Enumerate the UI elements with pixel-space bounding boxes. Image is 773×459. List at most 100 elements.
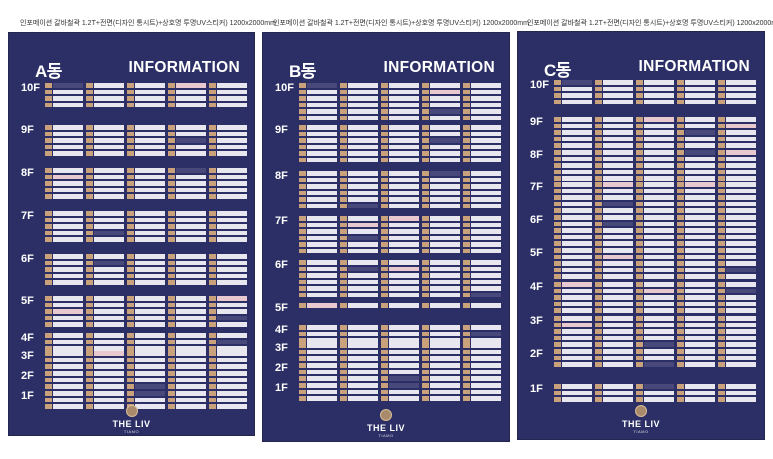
unit-number-tag <box>636 117 643 122</box>
tenant-grid <box>554 384 756 402</box>
tenant-slot <box>45 296 83 301</box>
unit-number-tag <box>718 195 725 200</box>
tenant-name-strip <box>217 168 247 173</box>
tenant-name-strip <box>726 208 756 213</box>
tenant-slot <box>636 163 674 168</box>
tenant-grid <box>554 282 756 313</box>
unit-number-tag <box>127 187 134 192</box>
tenant-grid <box>45 125 247 156</box>
tenant-name-strip <box>217 187 247 192</box>
unit-number-tag <box>127 260 134 265</box>
unit-number-tag <box>340 125 347 130</box>
tenant-slot <box>554 397 592 402</box>
unit-number-tag <box>381 235 388 240</box>
floor-label: 6F <box>530 214 543 226</box>
tenant-slot <box>636 182 674 187</box>
tenant-slot <box>636 316 674 321</box>
tenant-slot <box>299 383 337 388</box>
unit-number-tag <box>554 123 561 128</box>
tenant-slot <box>381 102 419 107</box>
tenant-slot <box>127 187 165 192</box>
unit-number-tag <box>86 102 93 107</box>
tenant-slot <box>422 203 460 208</box>
tenant-slot <box>168 254 206 259</box>
tenant-slot <box>45 125 83 130</box>
tenant-name-strip <box>603 274 633 279</box>
tenant-slot <box>340 343 378 348</box>
unit-number-tag <box>718 248 725 253</box>
unit-number-tag <box>677 322 684 327</box>
unit-number-tag <box>340 89 347 94</box>
tenant-slot <box>127 125 165 130</box>
tenant-name-strip <box>562 282 592 287</box>
unit-number-tag <box>86 364 93 369</box>
unit-number-tag <box>595 335 602 340</box>
unit-number-tag <box>422 248 429 253</box>
unit-number-tag <box>86 322 93 327</box>
tenant-slot <box>299 222 337 227</box>
unit-number-tag <box>127 302 134 307</box>
unit-number-tag <box>595 267 602 272</box>
unit-number-tag <box>463 273 470 278</box>
unit-number-tag <box>340 138 347 143</box>
tenant-name-strip <box>726 342 756 347</box>
unit-number-tag <box>422 343 429 348</box>
unit-number-tag <box>45 397 52 402</box>
tenant-slot <box>677 342 715 347</box>
tenant-slot <box>45 194 83 199</box>
tenant-name-strip <box>307 115 337 120</box>
tenant-slot <box>45 187 83 192</box>
unit-number-tag <box>422 157 429 162</box>
tenant-slot <box>340 115 378 120</box>
tenant-name-strip <box>562 397 592 402</box>
tenant-slot <box>340 235 378 240</box>
tenant-slot <box>554 234 592 239</box>
tenant-slot <box>86 302 124 307</box>
unit-number-tag <box>636 349 643 354</box>
unit-number-tag <box>299 96 306 101</box>
unit-number-tag <box>677 80 684 85</box>
tenant-slot <box>422 286 460 291</box>
tenant-name-strip <box>307 125 337 130</box>
tenant-slot <box>299 242 337 247</box>
tenant-name-strip <box>94 397 124 402</box>
tenant-name-strip <box>603 156 633 161</box>
tenant-name-strip <box>430 292 460 297</box>
tenant-slot <box>127 280 165 285</box>
tenant-name-strip <box>348 303 378 308</box>
tenant-slot <box>381 242 419 247</box>
tenant-slot <box>463 389 501 394</box>
unit-number-tag <box>168 377 175 382</box>
tenant-slot <box>595 301 633 306</box>
floor-label: 10F <box>21 82 40 94</box>
unit-number-tag <box>554 215 561 220</box>
unit-number-tag <box>595 384 602 389</box>
unit-number-tag <box>554 163 561 168</box>
tenant-slot <box>595 234 633 239</box>
unit-number-tag <box>209 273 216 278</box>
tenant-slot <box>422 396 460 401</box>
tenant-name-strip <box>603 390 633 395</box>
tenant-slot <box>45 273 83 278</box>
tenant-name-strip <box>430 222 460 227</box>
tenant-slot <box>595 228 633 233</box>
tenant-name-strip <box>176 211 206 216</box>
floor-label: 1F <box>21 390 34 402</box>
tenant-name-strip <box>644 329 674 334</box>
floor-label: 9F <box>530 116 543 128</box>
tenant-name-strip <box>644 130 674 135</box>
unit-number-tag <box>45 296 52 301</box>
unit-number-tag <box>636 169 643 174</box>
tenant-name-strip <box>430 115 460 120</box>
tenant-name-strip <box>53 273 83 278</box>
tenant-name-strip <box>644 99 674 104</box>
unit-number-tag <box>595 228 602 233</box>
unit-number-tag <box>554 362 561 367</box>
tenant-slot <box>209 96 247 101</box>
tenant-slot <box>463 349 501 354</box>
unit-number-tag <box>127 217 134 222</box>
tenant-slot <box>168 391 206 396</box>
tenant-name-strip <box>94 404 124 409</box>
tenant-slot <box>86 280 124 285</box>
tenant-name-strip <box>176 125 206 130</box>
